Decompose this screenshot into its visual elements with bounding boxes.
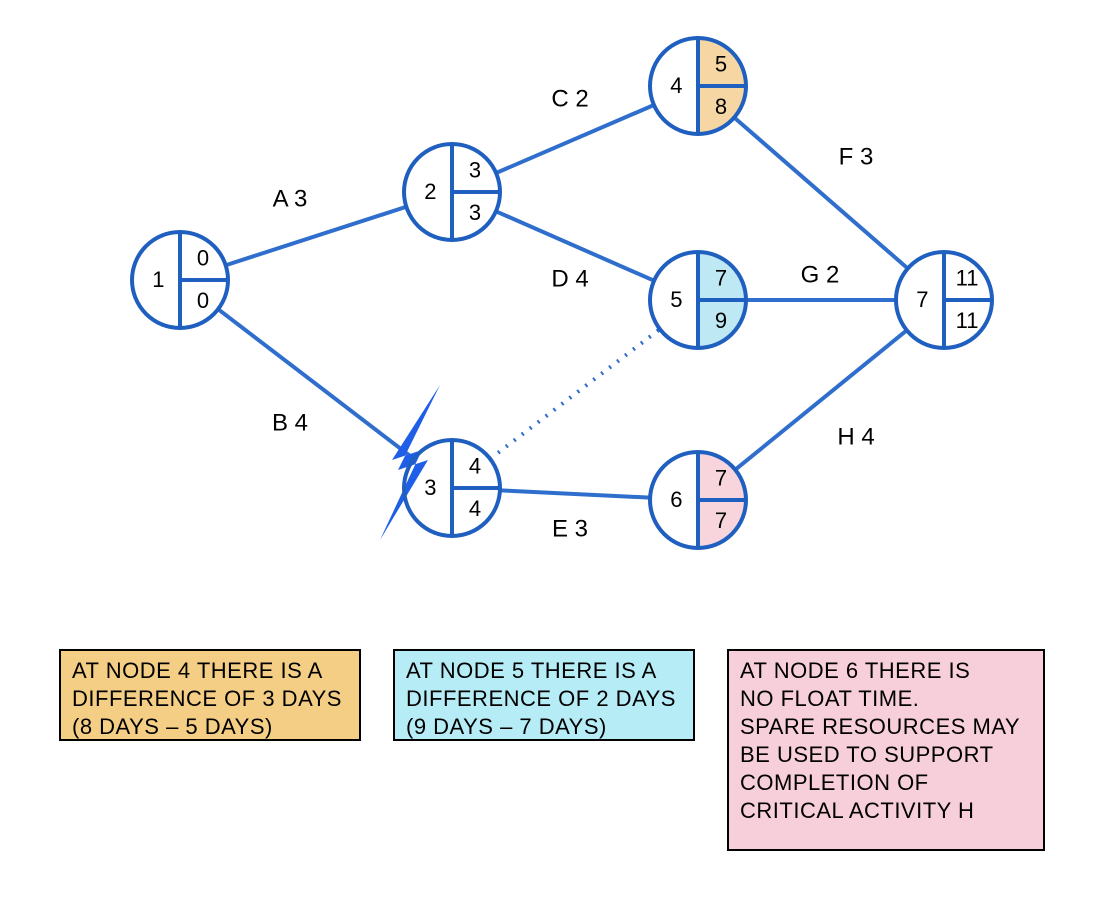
node-lft: 3 [469,200,481,225]
edge-label: H 4 [837,423,874,450]
node-id: 6 [670,487,682,512]
node-2: 2 3 3 [404,144,500,240]
edge [734,118,908,269]
node-1: 1 0 0 [132,232,228,328]
node-est: 7 [715,466,727,491]
node-id: 1 [152,267,164,292]
edge-label: C 2 [551,85,588,112]
info-box-line: COMPLETION OF [740,770,929,795]
node-lft: 11 [956,308,979,333]
info-box-line: DIFFERENCE OF 3 DAYS [72,686,342,711]
edge-label: F 3 [839,143,874,170]
node-est: 7 [715,266,727,291]
info-box-line: AT NODE 6 THERE IS [740,658,970,683]
info-box-line: SPARE RESOURCES MAY [740,714,1020,739]
info-box-line: CRITICAL ACTIVITY H [740,798,974,823]
node-6: 6 7 7 [650,452,746,548]
info-box: AT NODE 5 THERE IS A DIFFERENCE OF 2 DAYS… [394,650,694,740]
edge [500,490,650,497]
info-box-line: AT NODE 5 THERE IS A [406,658,657,683]
edge-label: D 4 [551,265,588,292]
info-box-line: DIFFERENCE OF 2 DAYS [406,686,676,711]
edge-label: G 2 [801,261,840,288]
node-id: 5 [670,287,682,312]
node-id: 4 [670,73,682,98]
edge [490,329,660,459]
edge [496,105,654,173]
node-5: 5 7 9 [650,252,746,348]
node-lft: 0 [197,288,209,313]
node-lft: 9 [715,308,727,333]
edge-label: A 3 [273,185,308,212]
node-4: 4 5 8 [650,38,746,134]
edge [226,207,407,265]
node-7: 7 11 11 [896,252,992,348]
info-box-line: (9 DAYS – 7 DAYS) [406,714,607,739]
node-lft: 8 [715,94,727,119]
info-box-line: AT NODE 4 THERE IS A [72,658,323,683]
node-3: 3 4 4 [404,440,500,536]
node-est: 11 [956,266,979,291]
node-est: 4 [469,454,481,479]
info-box: AT NODE 6 THERE IS NO FLOAT TIME. SPARE RE… [728,650,1044,850]
node-lft: 4 [469,496,481,521]
node-lft: 7 [715,508,727,533]
node-est: 5 [715,52,727,77]
edge [735,330,907,469]
info-box-line: NO FLOAT TIME. [740,686,919,711]
node-id: 7 [916,287,928,312]
node-id: 3 [424,475,436,500]
edge-label: B 4 [272,409,308,436]
node-est: 0 [197,246,209,271]
info-box: AT NODE 4 THERE IS A DIFFERENCE OF 3 DAYS… [60,650,360,740]
info-box-line: BE USED TO SUPPORT [740,742,994,767]
node-id: 2 [424,179,436,204]
node-est: 3 [469,158,481,183]
edge [218,309,414,459]
edge-label: E 3 [552,515,588,542]
info-box-line: (8 DAYS – 5 DAYS) [72,714,273,739]
